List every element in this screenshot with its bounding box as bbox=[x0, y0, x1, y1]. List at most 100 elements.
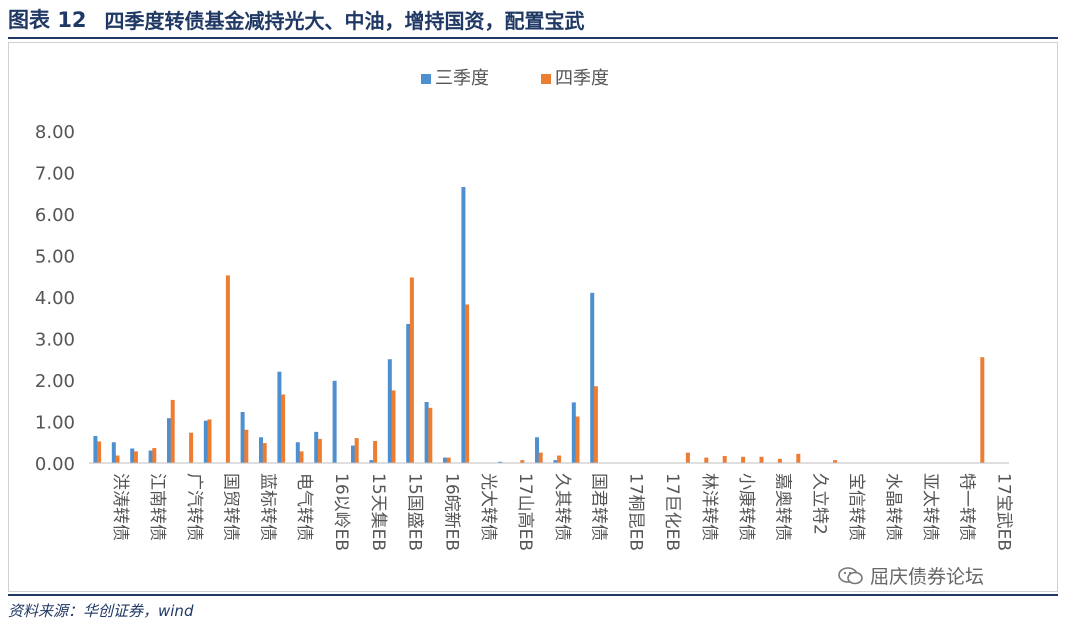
legend-label-2: 四季度 bbox=[555, 68, 609, 89]
bar-q3 bbox=[295, 442, 300, 463]
bar-q3 bbox=[406, 323, 411, 463]
bar-q3 bbox=[332, 380, 337, 463]
bar-q4 bbox=[704, 457, 709, 463]
bar-q3 bbox=[535, 437, 540, 463]
x-tick-label: 蓝标转债 bbox=[257, 473, 277, 541]
bar-q4 bbox=[759, 456, 764, 463]
bar-q4 bbox=[557, 455, 562, 463]
bar-q4 bbox=[833, 460, 838, 463]
y-tick-label: 0.00 bbox=[35, 454, 75, 475]
bar-q4 bbox=[741, 456, 746, 463]
bar-q3 bbox=[203, 420, 208, 463]
y-tick-label: 7.00 bbox=[35, 164, 75, 185]
chart-legend: 三季度 四季度 bbox=[421, 68, 609, 89]
bar-chart: 三季度 四季度 0.00 1.00 2.00 3.00 4.00 5.00 6.00 7.00 8… bbox=[35, 68, 1014, 551]
bar-q4 bbox=[796, 453, 801, 463]
bar-q3 bbox=[498, 461, 503, 463]
bar-q4 bbox=[207, 419, 212, 463]
bar-q4 bbox=[244, 429, 249, 463]
bar-q4 bbox=[354, 438, 359, 463]
bar-q4 bbox=[97, 441, 102, 463]
bar-q4 bbox=[520, 460, 525, 463]
bar-q4 bbox=[538, 452, 543, 463]
figure-label: 图表 12 bbox=[8, 8, 87, 32]
bar-q4 bbox=[170, 399, 175, 463]
bar-q3 bbox=[111, 442, 116, 463]
x-tick-label: 林洋转债 bbox=[699, 473, 719, 541]
bar-q4 bbox=[980, 357, 985, 463]
watermark: 屈庆债券论坛 bbox=[838, 562, 984, 589]
source-note: 资料来源：华创证券，wind bbox=[8, 602, 194, 620]
bar-q3 bbox=[461, 187, 466, 463]
bar-q3 bbox=[590, 292, 595, 463]
bar-q4 bbox=[428, 407, 433, 463]
legend-swatch-2 bbox=[541, 74, 551, 84]
bar-q4 bbox=[593, 386, 598, 463]
figure-title: 四季度转债基金减持光大、中油，增持国资，配置宝武 bbox=[104, 8, 585, 33]
bar-q4 bbox=[133, 451, 138, 463]
x-tick-label: 水晶转债 bbox=[883, 473, 903, 541]
x-tick-label: 17宝武EB bbox=[993, 473, 1013, 551]
bar-q4 bbox=[373, 441, 378, 463]
bar-q3 bbox=[130, 448, 135, 463]
bar-q4 bbox=[391, 390, 396, 463]
x-tick-label: 广汽转债 bbox=[184, 473, 204, 541]
x-tick-label: 17巨化EB bbox=[662, 473, 682, 551]
y-tick-label: 8.00 bbox=[35, 122, 75, 143]
x-tick-label: 国贸转债 bbox=[221, 473, 241, 541]
x-tick-label: 电气转债 bbox=[294, 473, 314, 541]
x-tick-label: 15天集EB bbox=[368, 473, 388, 551]
x-tick-label: 洪涛转债 bbox=[110, 473, 130, 541]
x-tick-label: 久立特2 bbox=[809, 473, 829, 535]
bar-q3 bbox=[571, 402, 576, 463]
bar-q4 bbox=[115, 455, 120, 463]
x-tick-label: 久其转债 bbox=[552, 473, 572, 541]
y-tick-label: 5.00 bbox=[35, 247, 75, 268]
bar-q4 bbox=[777, 458, 782, 463]
bar-q3 bbox=[387, 359, 392, 463]
bar-q4 bbox=[409, 277, 414, 463]
bar-q3 bbox=[351, 445, 356, 463]
watermark-text: 屈庆债券论坛 bbox=[870, 566, 985, 588]
bar-q3 bbox=[277, 371, 282, 463]
y-tick-label: 4.00 bbox=[35, 288, 75, 309]
x-tick-label: 嘉奥转债 bbox=[773, 473, 793, 541]
x-tick-label: 宝信转债 bbox=[846, 473, 866, 541]
bar-q3 bbox=[167, 418, 172, 463]
bar-q4 bbox=[299, 451, 304, 463]
bar-q4 bbox=[262, 443, 267, 463]
bar-q4 bbox=[152, 448, 157, 463]
x-tick-label: 江南转债 bbox=[147, 473, 167, 541]
bar-q3 bbox=[259, 437, 264, 463]
bar-q4 bbox=[281, 394, 286, 463]
bar-q4 bbox=[225, 275, 230, 463]
bar-q3 bbox=[369, 460, 374, 463]
bar-q4 bbox=[189, 432, 194, 463]
bar-q4 bbox=[446, 457, 451, 463]
figure-title-bar: 图表 12 四季度转债基金减持光大、中油，增持国资，配置宝武 bbox=[8, 4, 1072, 34]
title-underline bbox=[8, 37, 1058, 39]
bar-q4 bbox=[575, 416, 580, 463]
y-tick-label: 1.00 bbox=[35, 413, 75, 434]
y-tick-label: 2.00 bbox=[35, 371, 75, 392]
bar-q4 bbox=[685, 452, 690, 463]
x-tick-label: 16皖新EB bbox=[441, 473, 461, 551]
x-tick-label: 光大转债 bbox=[478, 473, 498, 541]
bar-q3 bbox=[314, 431, 319, 463]
bar-q3 bbox=[93, 436, 98, 463]
legend-label-1: 三季度 bbox=[435, 68, 489, 89]
y-tick-label: 6.00 bbox=[35, 205, 75, 226]
bar-q4 bbox=[722, 455, 727, 463]
x-tick-label: 小康转债 bbox=[736, 473, 756, 541]
y-axis: 0.00 1.00 2.00 3.00 4.00 5.00 6.00 7.00 8.00 bbox=[35, 122, 75, 475]
bar-q3 bbox=[424, 401, 429, 463]
x-tick-label: 特一转债 bbox=[957, 473, 977, 541]
x-tick-label: 亚太转债 bbox=[920, 473, 940, 541]
bar-series bbox=[93, 187, 985, 463]
x-tick-label: 15国盛EB bbox=[405, 473, 425, 551]
bar-q3 bbox=[240, 411, 245, 463]
bar-q4 bbox=[465, 304, 470, 463]
chart-frame: 三季度 四季度 0.00 1.00 2.00 3.00 4.00 5.00 6.00 7.00 8… bbox=[8, 42, 1058, 592]
source-divider bbox=[8, 594, 1058, 596]
bar-q4 bbox=[317, 438, 322, 463]
